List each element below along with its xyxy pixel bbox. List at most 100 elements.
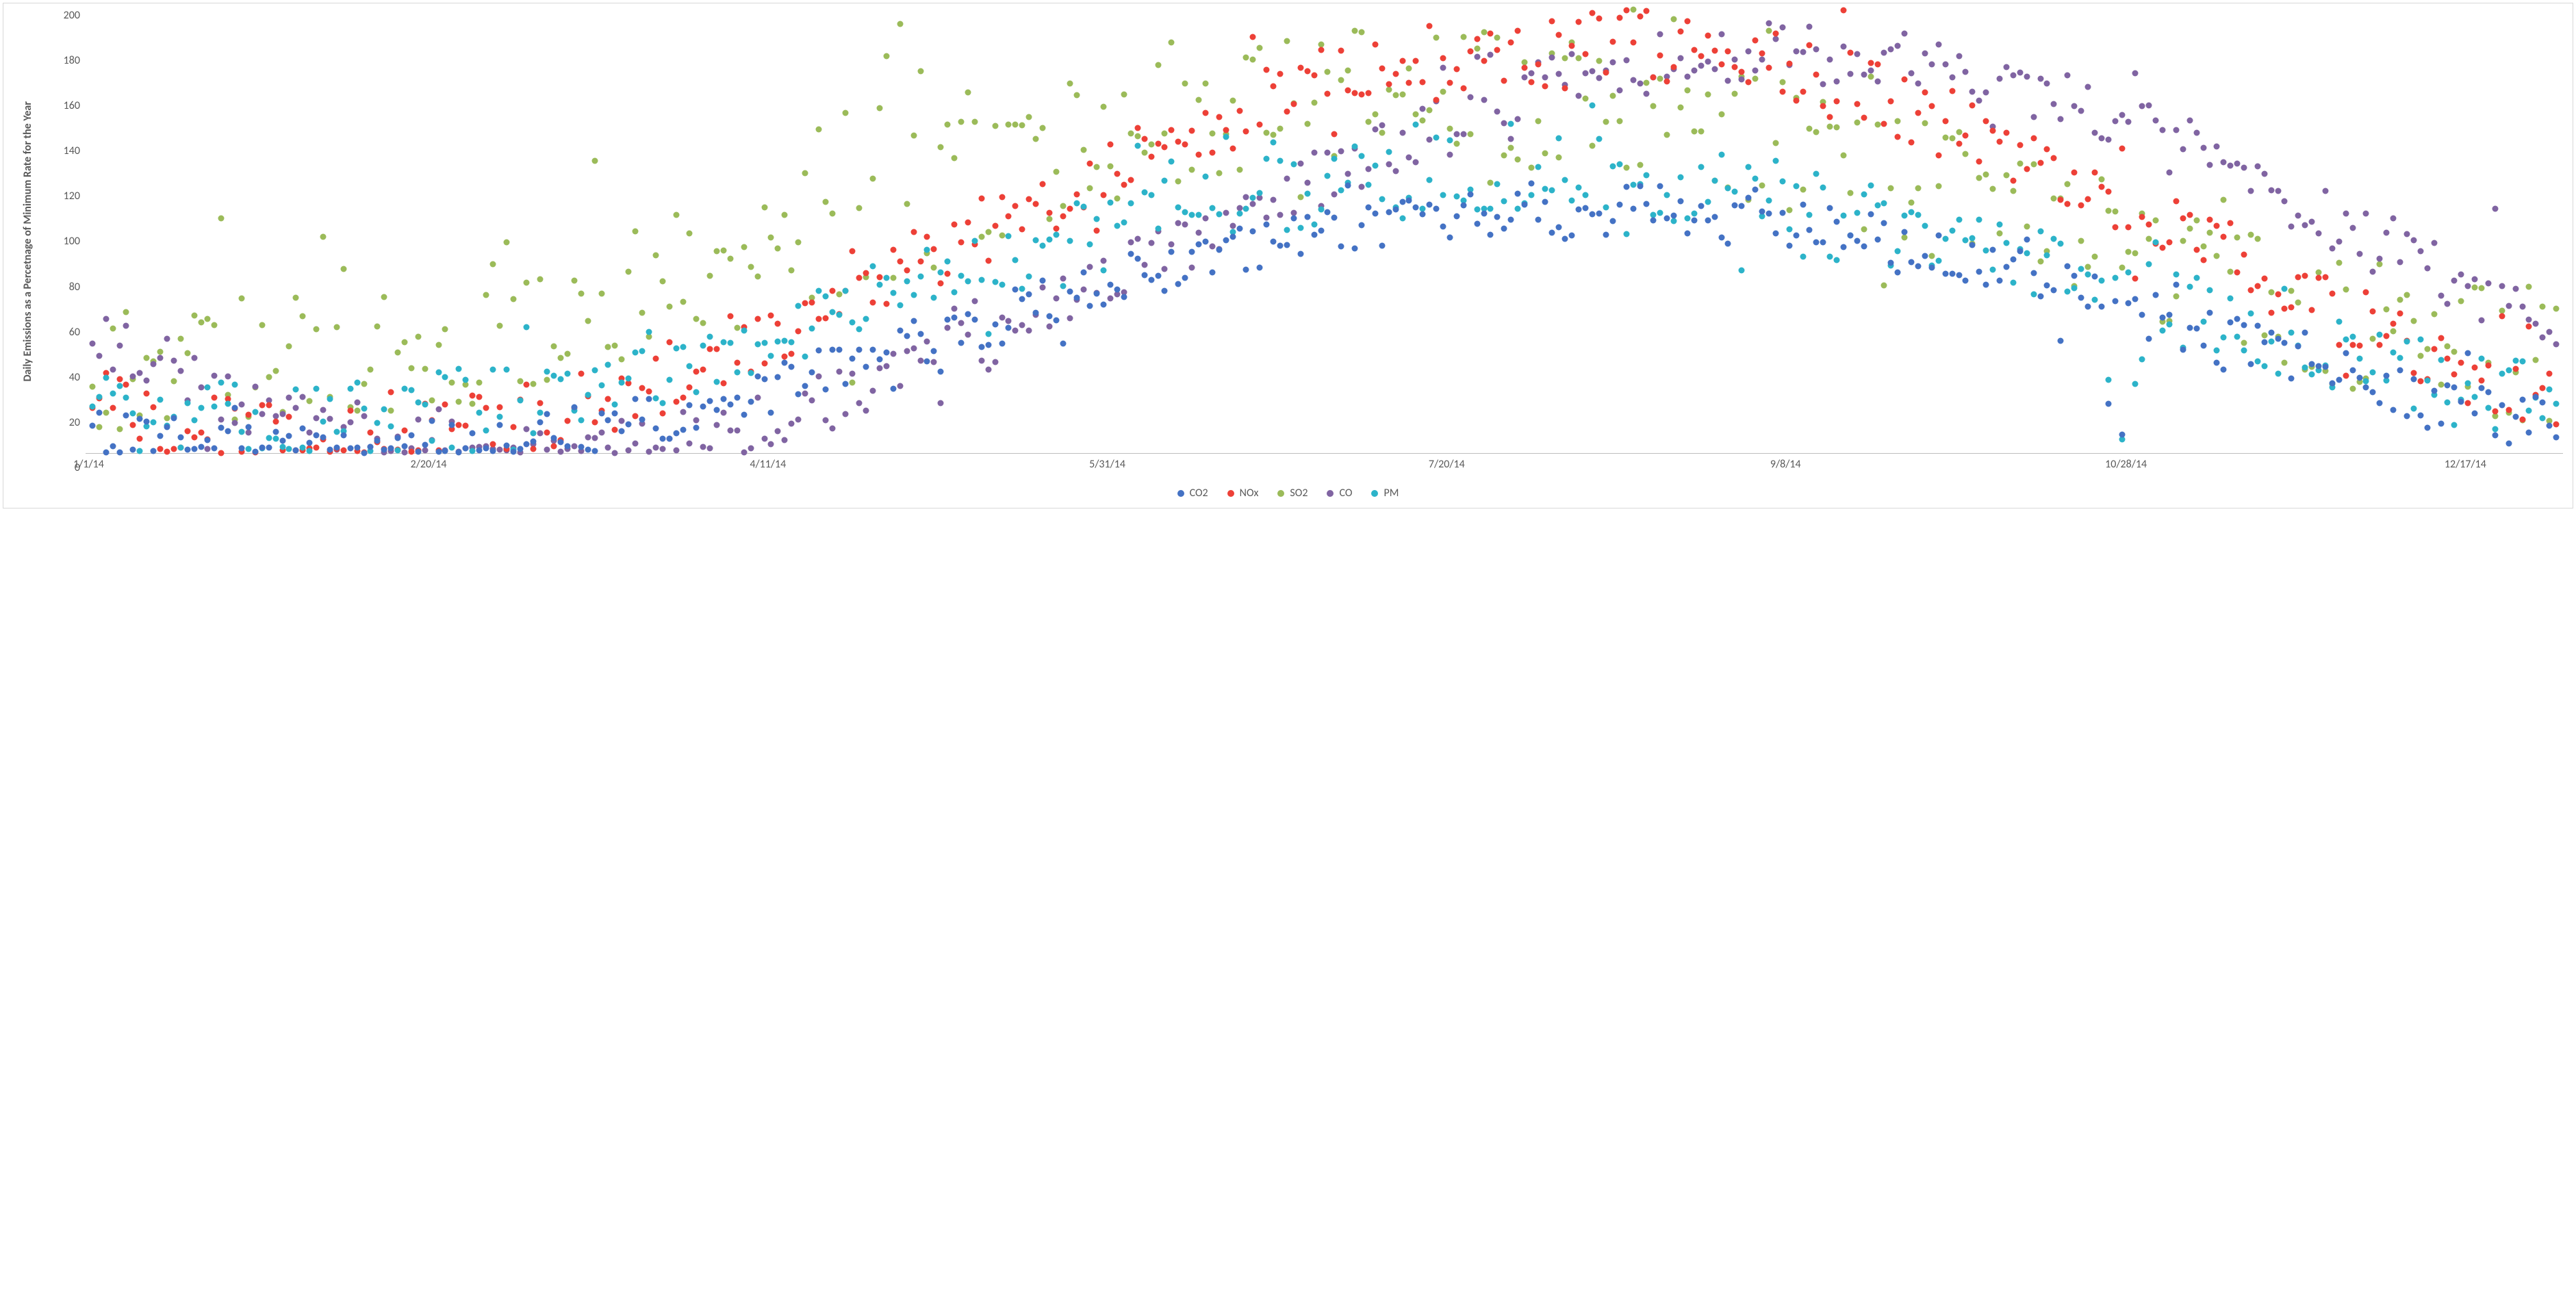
data-point xyxy=(2349,368,2356,374)
data-point xyxy=(2519,417,2525,423)
data-point xyxy=(96,409,102,415)
data-point xyxy=(314,445,320,451)
data-point xyxy=(1202,110,1208,116)
data-point xyxy=(2533,320,2539,326)
data-point xyxy=(992,321,998,327)
data-point xyxy=(327,447,333,453)
data-point xyxy=(1779,179,1785,185)
data-point xyxy=(2058,116,2064,123)
data-point xyxy=(2472,276,2478,282)
data-point xyxy=(741,412,747,418)
data-point xyxy=(2105,208,2111,214)
data-point xyxy=(1080,270,1086,276)
data-point xyxy=(320,435,327,441)
data-point xyxy=(605,417,611,423)
data-point xyxy=(252,383,258,389)
data-point xyxy=(1379,243,1385,249)
data-point xyxy=(1935,232,1941,238)
data-point xyxy=(992,123,998,129)
data-point xyxy=(2112,274,2118,281)
data-point xyxy=(1460,34,1466,40)
data-point xyxy=(191,417,197,424)
data-point xyxy=(259,445,265,451)
data-point xyxy=(1698,53,1704,60)
data-point xyxy=(1311,72,1317,78)
data-point xyxy=(2173,127,2179,133)
data-point xyxy=(2384,333,2390,339)
data-point xyxy=(2499,307,2505,313)
data-point xyxy=(938,144,944,151)
data-point xyxy=(2451,385,2458,391)
data-point xyxy=(1060,276,1066,282)
data-point xyxy=(116,376,123,382)
data-point xyxy=(531,446,537,452)
data-point xyxy=(1114,286,1121,292)
data-point xyxy=(2071,285,2078,291)
data-point xyxy=(673,212,679,218)
data-point xyxy=(1793,49,1799,55)
data-point xyxy=(463,423,469,429)
data-point xyxy=(693,389,700,395)
data-point xyxy=(496,446,502,452)
data-point xyxy=(1644,201,1650,207)
data-point xyxy=(1446,151,1453,157)
data-point xyxy=(2139,357,2145,363)
data-point xyxy=(1807,227,1813,233)
data-point xyxy=(958,272,965,279)
data-point xyxy=(2282,306,2288,312)
data-point xyxy=(191,313,197,319)
data-point xyxy=(2234,235,2241,241)
data-point xyxy=(1277,70,1284,77)
data-point xyxy=(952,289,958,295)
data-point xyxy=(2445,300,2451,307)
y-tick-label: 60 xyxy=(69,326,80,339)
data-point xyxy=(2207,287,2213,293)
data-point xyxy=(1576,185,1582,191)
data-point xyxy=(2214,144,2220,150)
data-point xyxy=(1420,211,1426,218)
data-point xyxy=(2431,387,2437,394)
data-point xyxy=(952,155,958,161)
data-point xyxy=(652,252,659,258)
data-point xyxy=(218,417,225,423)
data-point xyxy=(2180,347,2186,353)
data-point xyxy=(489,441,496,447)
data-point xyxy=(435,369,442,375)
data-point xyxy=(1827,57,1833,63)
data-point xyxy=(2146,103,2152,109)
data-point xyxy=(1236,107,1242,114)
data-point xyxy=(1969,88,1976,94)
data-point xyxy=(1854,119,1860,125)
data-point xyxy=(958,119,965,125)
x-tick-label: 7/20/14 xyxy=(1429,458,1465,471)
data-point xyxy=(537,430,544,436)
data-point xyxy=(2465,400,2471,406)
data-point xyxy=(205,384,211,390)
data-point xyxy=(1555,155,1561,161)
data-point xyxy=(2410,237,2416,243)
data-point xyxy=(1650,103,1657,110)
y-tick-label: 120 xyxy=(64,190,80,203)
data-point xyxy=(1874,203,1880,209)
data-point xyxy=(829,309,835,315)
data-point xyxy=(571,443,577,450)
legend-item-co: CO xyxy=(1327,487,1352,500)
data-point xyxy=(429,398,435,404)
data-point xyxy=(1094,216,1100,222)
data-point xyxy=(1155,140,1161,146)
data-point xyxy=(2275,371,2281,377)
data-point xyxy=(673,345,679,351)
data-point xyxy=(1562,55,1568,61)
data-point xyxy=(1284,227,1290,233)
data-point xyxy=(1874,78,1880,84)
data-point xyxy=(510,424,516,430)
data-point xyxy=(1765,198,1772,204)
x-tick-label: 12/17/14 xyxy=(2445,458,2486,471)
data-point xyxy=(775,320,781,326)
data-point xyxy=(652,356,659,362)
data-point xyxy=(2390,407,2397,413)
data-point xyxy=(1290,162,1297,168)
data-point xyxy=(2003,130,2009,136)
data-point xyxy=(1847,49,1853,55)
data-point xyxy=(1250,34,1256,40)
